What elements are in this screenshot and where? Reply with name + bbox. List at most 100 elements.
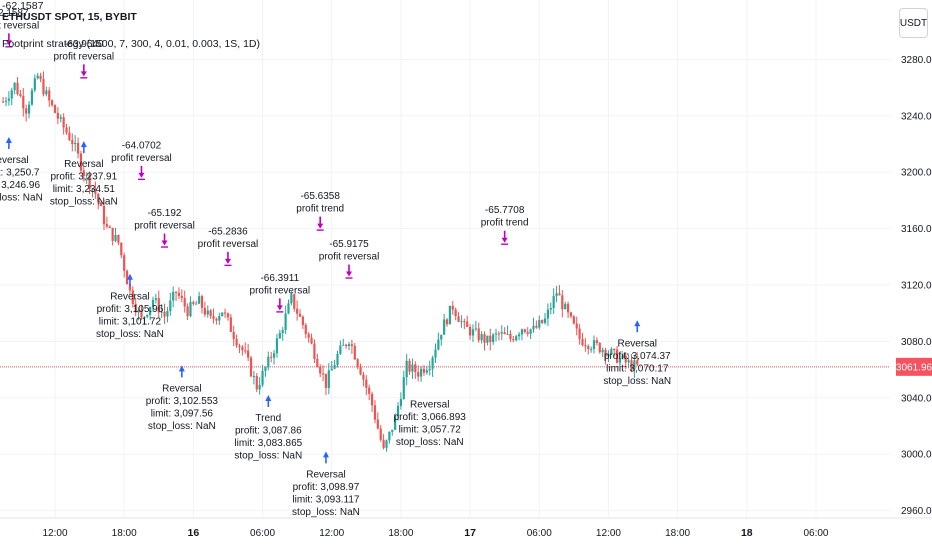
entry-marker[interactable] — [322, 451, 329, 464]
entry-marker[interactable] — [265, 394, 272, 407]
candle — [16, 77, 19, 96]
candle — [561, 290, 564, 318]
entry-marker[interactable] — [126, 273, 133, 286]
candle — [555, 285, 558, 303]
candle — [102, 199, 106, 231]
exit-marker[interactable] — [501, 230, 509, 245]
exit-marker[interactable] — [316, 216, 324, 231]
candle — [532, 317, 535, 333]
entry-label-line: profit: 3,087.86 — [235, 425, 302, 436]
candle — [564, 301, 567, 310]
candle — [489, 328, 492, 351]
x-tick-label: 18:00 — [112, 528, 137, 539]
candle — [431, 355, 434, 377]
y-tick-label: 3280.00 — [901, 55, 932, 66]
candle — [74, 135, 77, 152]
time-axis: 12:00 18:00 16 06:00 12:00 18:00 17 06:00 12:00 1… — [0, 517, 932, 539]
candle — [209, 308, 212, 319]
candle — [307, 332, 310, 343]
candle — [417, 365, 420, 382]
exit-label-line: profit reversal — [0, 20, 39, 31]
entry-label-line: limit: 3,101.72 — [99, 317, 162, 328]
exit-marker[interactable] — [80, 64, 88, 79]
exit-label-line: profit reversal — [134, 221, 195, 232]
candle — [471, 324, 475, 343]
candle — [284, 305, 287, 334]
entry-marker[interactable] — [5, 136, 12, 149]
candle — [370, 391, 374, 412]
candle — [261, 364, 264, 388]
candle — [151, 296, 155, 312]
entry-label-line: profit: 3,250.7 — [0, 167, 40, 178]
x-tick-label: 12:00 — [596, 528, 621, 539]
candle — [324, 373, 328, 396]
exit-label-line: -65.7708 — [485, 205, 525, 216]
candle — [523, 328, 526, 334]
exit-marker[interactable] — [5, 33, 13, 48]
candle — [500, 325, 503, 340]
candle — [517, 332, 521, 341]
trade-label-line: limit: 3,057.72 — [399, 425, 462, 436]
candle — [592, 335, 596, 354]
candle — [630, 354, 633, 373]
candle — [186, 303, 189, 321]
candle — [278, 329, 281, 340]
y-tick-label: 3160.00 — [901, 224, 932, 235]
entry-label-line: limit: 3,093.117 — [292, 494, 360, 505]
candle — [379, 425, 382, 442]
exit-marker[interactable] — [345, 264, 353, 279]
candle — [587, 344, 590, 355]
candle — [486, 335, 489, 346]
candle — [215, 317, 218, 325]
candle — [613, 348, 616, 357]
candle — [97, 192, 100, 210]
candle — [515, 334, 518, 342]
entry-label-line: Reversal — [306, 469, 345, 480]
currency-button[interactable]: USDT — [899, 8, 928, 38]
strategy-label[interactable]: Footprint strategy (1500, 7, 300, 4, 0.0… — [2, 38, 260, 50]
entry-marker[interactable] — [178, 365, 185, 378]
candle — [509, 330, 512, 343]
symbol-title[interactable]: ETHUSDT SPOT, 15, BYBIT — [2, 11, 137, 23]
candle — [42, 71, 45, 97]
entry-label-line: stop_loss: NaN — [96, 329, 164, 340]
candle — [296, 300, 299, 321]
exit-marker[interactable] — [224, 251, 232, 267]
candle — [100, 200, 103, 207]
entry-label-line: stop_loss: NaN — [0, 192, 43, 203]
entry-label-line: Reversal — [618, 338, 657, 349]
candle — [160, 304, 163, 319]
candle — [140, 304, 143, 320]
candle — [117, 234, 120, 246]
candle — [59, 114, 62, 123]
candle — [595, 337, 599, 346]
candle — [411, 358, 414, 379]
candle — [494, 328, 498, 342]
exit-marker[interactable] — [137, 165, 145, 181]
trade-markers — [5, 33, 641, 464]
candle — [365, 375, 368, 396]
candle — [463, 318, 466, 330]
candle — [88, 171, 91, 194]
candle — [166, 306, 169, 323]
candle — [125, 269, 129, 285]
candle — [267, 351, 270, 371]
entry-label-line: limit: 3,246.96 — [0, 180, 40, 191]
exit-marker[interactable] — [276, 298, 284, 313]
candle — [466, 315, 469, 328]
candle — [443, 313, 446, 335]
exit-marker[interactable] — [161, 233, 169, 248]
entry-marker[interactable] — [634, 320, 641, 333]
top-partial-label: -62.1587 — [2, 0, 44, 12]
candle — [569, 311, 573, 319]
entry-marker[interactable] — [80, 141, 87, 154]
entry-label-line: limit: 3,234.51 — [53, 184, 116, 195]
candle — [451, 301, 454, 315]
entry-label-line: Reversal — [162, 383, 201, 394]
exit-label-line: -64.0702 — [122, 140, 162, 151]
x-tick-label: 12:00 — [319, 528, 344, 539]
candle — [552, 288, 555, 315]
candle — [543, 312, 547, 325]
